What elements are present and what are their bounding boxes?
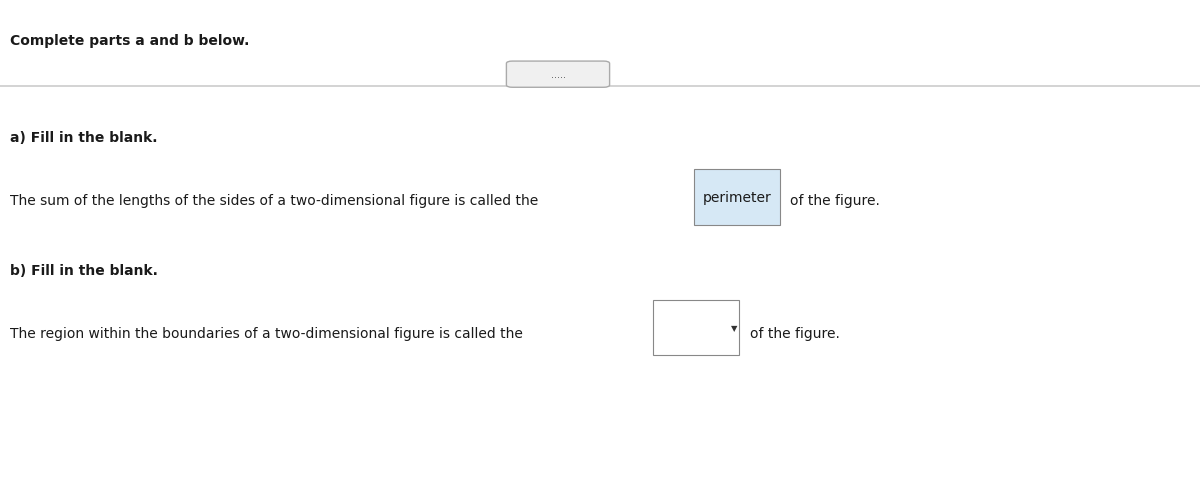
Text: .....: ..... (551, 70, 565, 80)
Text: Complete parts a and b below.: Complete parts a and b below. (10, 34, 248, 48)
Text: The sum of the lengths of the sides of a two-dimensional figure is called the: The sum of the lengths of the sides of a… (10, 194, 538, 208)
FancyBboxPatch shape (653, 300, 739, 356)
Text: The region within the boundaries of a two-dimensional figure is called the: The region within the boundaries of a tw… (10, 327, 522, 341)
Text: of the figure.: of the figure. (750, 327, 840, 341)
Text: ▼: ▼ (731, 323, 738, 333)
Text: a) Fill in the blank.: a) Fill in the blank. (10, 131, 157, 145)
FancyBboxPatch shape (506, 62, 610, 88)
Text: of the figure.: of the figure. (790, 194, 880, 208)
Text: perimeter: perimeter (702, 190, 772, 204)
FancyBboxPatch shape (694, 169, 780, 225)
Text: b) Fill in the blank.: b) Fill in the blank. (10, 264, 157, 278)
